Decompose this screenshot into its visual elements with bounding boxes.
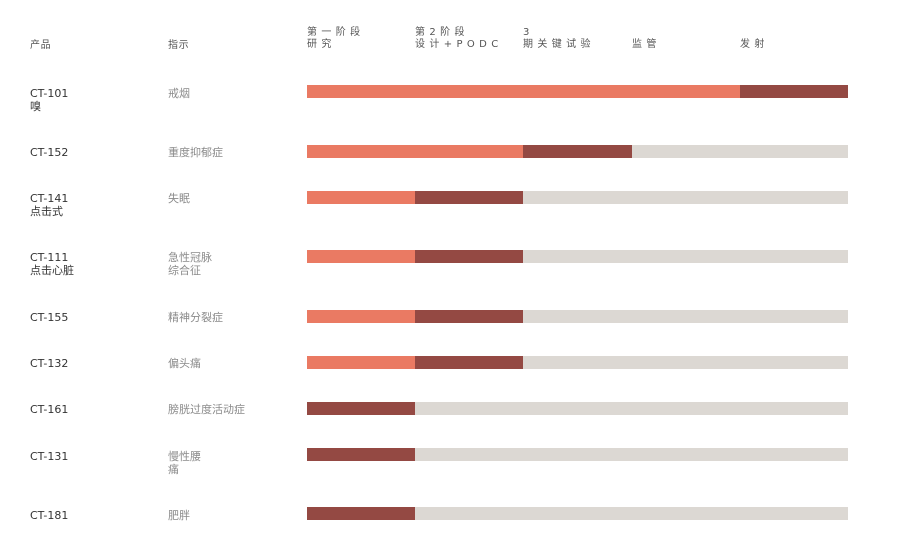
product-name	[30, 522, 150, 535]
pipeline-current-segment	[739, 85, 848, 98]
pipeline-completed-segment	[307, 310, 416, 323]
header-phase-3-line-2: 期 关 键 试 验	[523, 39, 592, 50]
product-name: 点击心脏	[30, 264, 74, 277]
indication-cell: 偏头痛	[168, 357, 201, 370]
product-code: CT-161	[30, 403, 69, 416]
header-phase-2-line-1: 第 2 阶 段	[415, 27, 466, 38]
indication-cell: 慢性腰 痛	[168, 450, 201, 476]
product-cell: CT-181	[30, 509, 150, 535]
header-indication: 指示	[168, 40, 189, 52]
indication-cell: 失眠	[168, 192, 190, 205]
pipeline-current-segment	[415, 250, 524, 263]
indication-cell: 肥胖	[168, 509, 190, 522]
pipeline-completed-segment	[307, 356, 416, 369]
pipeline-track	[307, 402, 848, 415]
pipeline-completed-segment	[307, 191, 416, 204]
indication-cell: 急性冠脉 综合征	[168, 251, 212, 277]
header-phase-4-line-2: 监 管	[632, 39, 657, 50]
header-phase-3-line-1: 3	[523, 27, 530, 38]
product-name	[30, 159, 150, 172]
header-phase-5: 发 射	[740, 27, 765, 51]
product-code: CT-132	[30, 357, 69, 370]
pipeline-track	[307, 145, 848, 158]
header-phase-2: 第 2 阶 段 设 计 + P O D C	[415, 27, 499, 51]
product-cell: CT-152	[30, 146, 150, 172]
indication-cell: 重度抑郁症	[168, 146, 223, 159]
product-code: CT-111	[30, 251, 69, 264]
indication-cell: 戒烟	[168, 87, 190, 100]
header-phase-2-line-2: 设 计 + P O D C	[415, 39, 499, 50]
header-phase-1: 第 一 阶 段 研 究	[307, 27, 361, 51]
product-cell: CT-141 点击式	[30, 192, 150, 218]
product-cell: CT-161	[30, 403, 150, 429]
pipeline-completed-segment	[307, 145, 524, 158]
product-code: CT-101	[30, 87, 69, 100]
product-code: CT-155	[30, 311, 69, 324]
header-product: 产品	[30, 40, 51, 52]
pipeline-current-segment	[307, 448, 416, 461]
pipeline-track	[307, 448, 848, 461]
header-product-label: 产品	[30, 40, 52, 51]
product-name	[30, 370, 150, 383]
pipeline-track	[307, 250, 848, 263]
header-phase-1-line-1: 第 一 阶 段	[307, 27, 361, 38]
pipeline-current-segment	[415, 191, 524, 204]
pipeline-current-segment	[415, 310, 524, 323]
pipeline-current-segment	[415, 356, 524, 369]
product-cell: CT-131	[30, 450, 150, 476]
product-code: CT-181	[30, 509, 69, 522]
header-phase-5-line-2: 发 射	[740, 39, 765, 50]
pipeline-track	[307, 356, 848, 369]
product-cell: CT-155	[30, 311, 150, 337]
header-phase-3: 3 期 关 键 试 验	[523, 27, 591, 51]
header-phase-1-line-2: 研 究	[307, 39, 332, 50]
indication-cell: 精神分裂症	[168, 311, 223, 324]
product-name: 点击式	[30, 205, 63, 218]
header-phase-4: 监 管	[632, 27, 657, 51]
pipeline-track	[307, 85, 848, 98]
product-cell: CT-132	[30, 357, 150, 383]
header-phase-4-line-1	[632, 27, 657, 39]
pipeline-track	[307, 191, 848, 204]
pipeline-current-segment	[307, 507, 416, 520]
indication-cell: 膀胱过度活动症	[168, 403, 245, 416]
pipeline-completed-segment	[307, 85, 740, 98]
product-code: CT-131	[30, 450, 69, 463]
product-name: 嗅	[30, 100, 41, 113]
product-cell: CT-101 嗅	[30, 87, 150, 113]
pipeline-current-segment	[523, 145, 632, 158]
header-indication-label: 指示	[168, 40, 190, 51]
header-phase-5-line-1	[740, 27, 765, 39]
product-code: CT-152	[30, 146, 69, 159]
product-name	[30, 463, 150, 476]
pipeline-completed-segment	[307, 250, 416, 263]
pipeline-track	[307, 310, 848, 323]
pipeline-track	[307, 507, 848, 520]
pipeline-current-segment	[307, 402, 416, 415]
product-cell: CT-111 点击心脏	[30, 251, 150, 277]
product-code: CT-141	[30, 192, 69, 205]
product-name	[30, 416, 150, 429]
product-name	[30, 324, 150, 337]
